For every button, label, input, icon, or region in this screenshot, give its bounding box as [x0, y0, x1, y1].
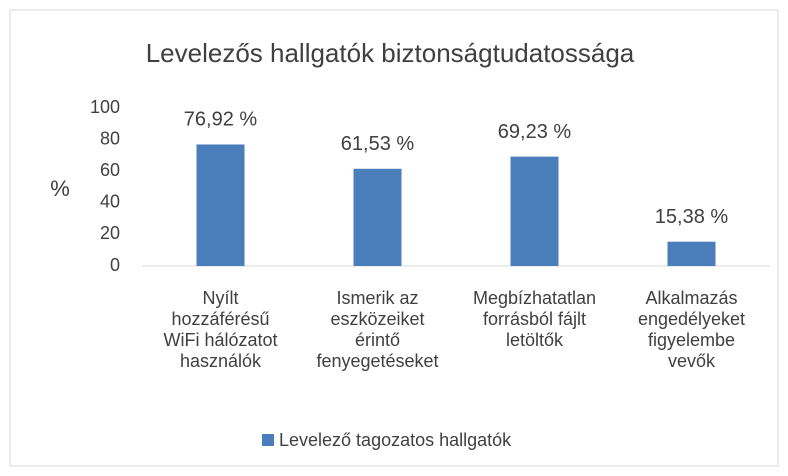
legend-label: Levelező tagozatos hallgatók — [279, 430, 512, 450]
bar — [510, 156, 559, 266]
x-tick-label: Ismerik az eszközeiket érintő fenyegetéseke… — [316, 288, 438, 371]
data-label: 69,23 % — [498, 121, 572, 143]
y-tick-label: 100 — [90, 97, 120, 117]
y-tick-label: 40 — [100, 192, 120, 212]
data-label: 15,38 % — [655, 206, 729, 228]
bar — [667, 241, 716, 266]
x-tick-label: Alkalmazás engedélyeket figyelembe vevők — [638, 288, 745, 371]
y-tick-label: 20 — [100, 223, 120, 243]
bar — [196, 144, 245, 266]
chart-title: Levelezős hallgatók biztonságtudatossága — [146, 38, 635, 68]
y-tick-label: 0 — [110, 255, 120, 275]
y-axis-label: % — [50, 176, 70, 201]
x-tick-label: Megbízhatatlan forrásból fájlt letöltők — [473, 288, 596, 350]
legend-swatch — [262, 434, 274, 446]
bar — [353, 168, 402, 266]
data-label: 76,92 % — [184, 109, 258, 131]
data-label: 61,53 % — [341, 133, 415, 155]
x-tick-label: Nyílt hozzáférésű WiFi hálózatot használók — [163, 288, 277, 371]
y-tick-label: 80 — [100, 128, 120, 148]
y-tick-label: 60 — [100, 160, 120, 180]
